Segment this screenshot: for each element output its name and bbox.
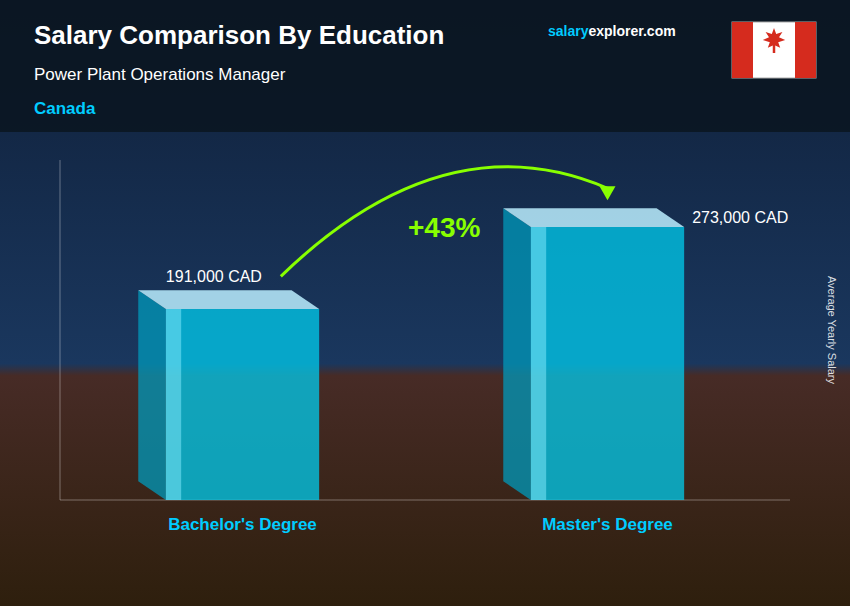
y-axis-line xyxy=(60,160,61,500)
bar-highlight xyxy=(531,227,546,500)
bars xyxy=(138,208,684,500)
chart: Salary Comparison By Education Power Plan… xyxy=(0,0,850,606)
category-label: Master's Degree xyxy=(542,515,673,534)
flag-field xyxy=(732,22,816,78)
percent-change: +43% xyxy=(408,212,480,243)
change-arc xyxy=(281,167,608,276)
change-arrowhead xyxy=(600,186,616,200)
title: Salary Comparison By Education xyxy=(34,20,444,50)
bar-top xyxy=(503,208,684,227)
header-band xyxy=(0,0,850,132)
flag-stripe xyxy=(795,22,816,78)
flag xyxy=(732,22,816,78)
category-label: Bachelor's Degree xyxy=(168,515,317,534)
data-label: 191,000 CAD xyxy=(166,268,262,285)
site-part: explorer.com xyxy=(588,23,675,39)
background xyxy=(0,0,850,606)
country: Canada xyxy=(34,99,96,118)
y-axis-label: Average Yearly Salary xyxy=(826,276,838,385)
subtitle: Power Plant Operations Manager xyxy=(34,65,286,84)
bar-side xyxy=(138,290,166,500)
flag-stem xyxy=(773,45,776,53)
bar-side xyxy=(503,208,531,500)
flag-stripe xyxy=(732,22,753,78)
bar xyxy=(531,227,684,500)
bar-highlight xyxy=(166,309,181,500)
site-name: salaryexplorer.com xyxy=(548,23,676,39)
flag-leaf xyxy=(763,28,785,48)
site-part: salary xyxy=(548,23,589,39)
chart-container: Salary Comparison By Education Power Plan… xyxy=(0,0,850,606)
data-label: 273,000 CAD xyxy=(692,209,788,226)
bar-top xyxy=(138,290,319,309)
bar xyxy=(166,309,319,500)
